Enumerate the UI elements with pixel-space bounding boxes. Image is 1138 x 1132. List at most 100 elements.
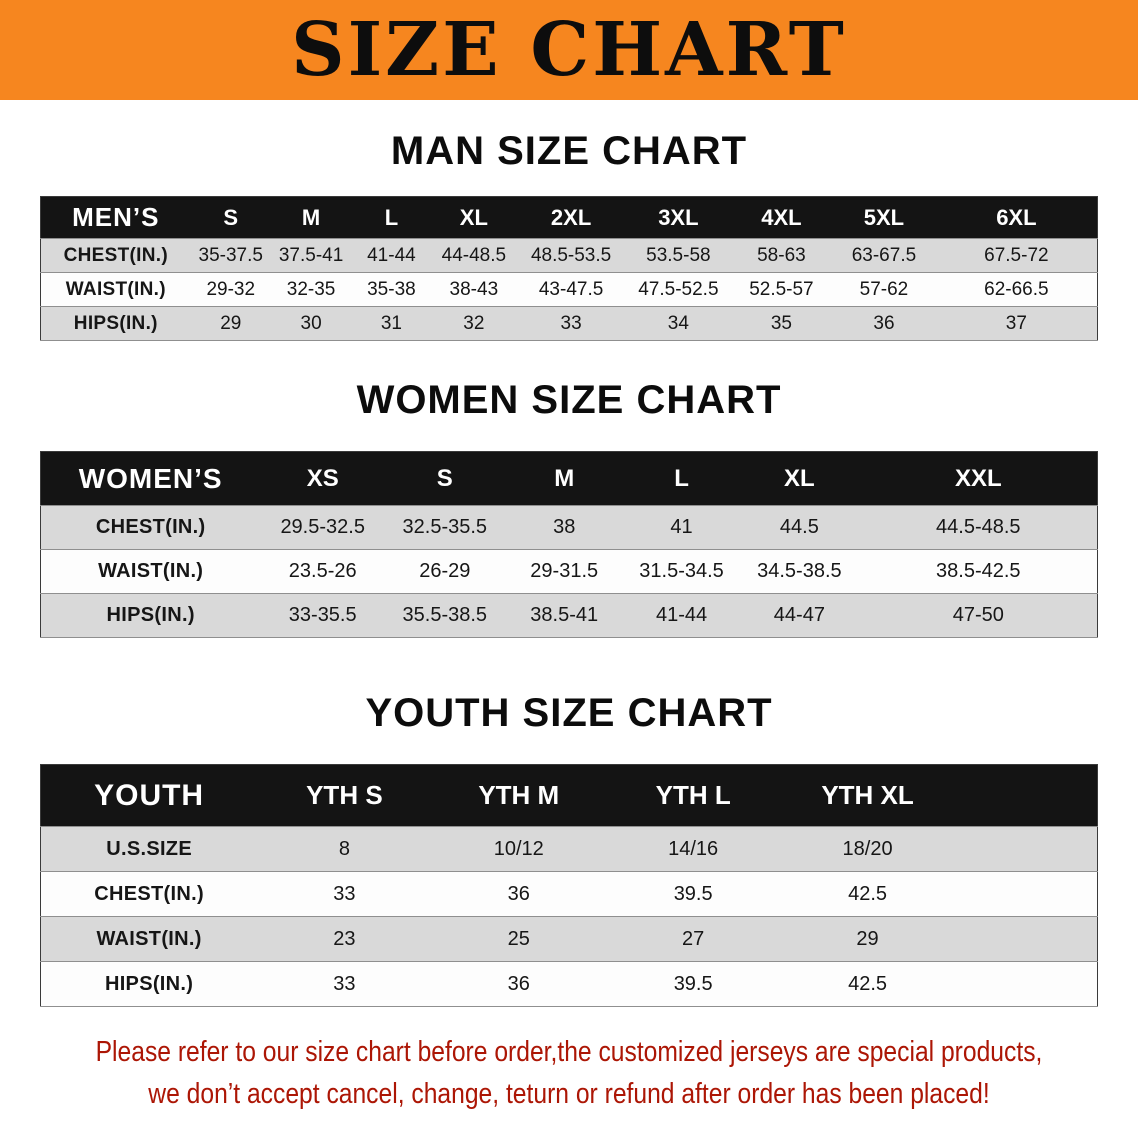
youth-size-section: YOUTH SIZE CHART YOUTH YTH S YTH M YTH L… [0,690,1138,1007]
disclaimer-line-2: we don’t accept cancel, change, teturn o… [148,1078,990,1110]
size-cell: 29-32 [190,272,271,307]
size-cell: 34.5-38.5 [739,549,860,594]
women-col-header: XS [260,451,386,506]
size-cell: 35-37.5 [190,238,271,273]
row-label: CHEST(IN.) [40,871,258,917]
size-cell: 37 [935,306,1098,341]
size-cell: 38 [504,505,624,550]
size-cell: 31 [351,306,432,341]
men-size-section: MAN SIZE CHART MEN’S S M L XL 2XL 3XL 4X… [0,128,1138,341]
size-cell: 33 [257,961,432,1007]
size-cell: 57-62 [832,272,936,307]
size-cell: 42.5 [780,871,955,917]
size-cell: 29 [190,306,271,341]
size-cell: 52.5-57 [730,272,833,307]
size-cell: 37.5-41 [270,238,352,273]
size-cell: 32.5-35.5 [385,505,505,550]
disclaimer-line-1: Please refer to our size chart before or… [95,1036,1043,1068]
women-col-header: S [385,451,505,506]
row-label: HIPS(IN.) [40,961,258,1007]
women-section-heading: WOMEN SIZE CHART [356,378,782,422]
size-cell: 35.5-38.5 [385,593,505,638]
men-col-header: S [190,196,271,239]
youth-col-header: YTH XL [780,764,955,827]
size-cell: 38-43 [431,272,517,307]
size-cell: 18/20 [780,826,955,872]
size-cell: 32 [431,306,517,341]
men-col-header: L [351,196,432,239]
size-cell: 29.5-32.5 [260,505,386,550]
size-cell: 8 [257,826,432,872]
men-col-header: 4XL [730,196,833,239]
size-cell: 44.5 [739,505,860,550]
size-cell: 27 [605,916,781,962]
men-size-table: MEN’S S M L XL 2XL 3XL 4XL 5XL 6XL CHEST… [40,196,1098,341]
youth-header-row: YOUTH YTH S YTH M YTH L YTH XL [40,764,1098,827]
size-cell: 29-31.5 [504,549,624,594]
youth-hips-row: HIPS(IN.) 33 36 39.5 42.5 [40,961,1098,1007]
size-cell: 36 [431,961,606,1007]
youth-col-header: YTH M [431,764,606,827]
men-section-heading: MAN SIZE CHART [390,129,748,173]
size-cell: 26-29 [385,549,505,594]
size-cell: 23.5-26 [260,549,386,594]
women-size-table: WOMEN’S XS S M L XL XXL CHEST(IN.) 29.5-… [40,451,1098,638]
size-cell: 30 [270,306,352,341]
men-col-header: M [270,196,352,239]
women-table-label: WOMEN’S [40,451,261,506]
women-col-header: M [504,451,624,506]
women-waist-row: WAIST(IN.) 23.5-26 26-29 29-31.5 31.5-34… [40,549,1098,594]
page-title: SIZE CHART [291,7,847,93]
size-cell: 39.5 [605,961,781,1007]
size-cell: 42.5 [780,961,955,1007]
youth-ussize-row: U.S.SIZE 8 10/12 14/16 18/20 [40,826,1098,872]
row-label: CHEST(IN.) [40,238,191,273]
women-hips-row: HIPS(IN.) 33-35.5 35.5-38.5 38.5-41 41-4… [40,593,1098,638]
size-cell: 36 [431,871,606,917]
size-cell: 63-67.5 [832,238,936,273]
size-cell: 41 [623,505,740,550]
row-label: U.S.SIZE [40,826,258,872]
size-cell: 33 [257,871,432,917]
size-cell: 10/12 [431,826,606,872]
men-col-header: 3XL [626,196,731,239]
size-cell: 47-50 [859,593,1098,638]
size-cell: 39.5 [605,871,781,917]
size-cell: 44.5-48.5 [859,505,1098,550]
banner: SIZE CHART [0,0,1138,100]
size-cell: 34 [626,306,731,341]
size-cell: 33 [516,306,627,341]
size-cell: 38.5-42.5 [859,549,1098,594]
size-cell: 14/16 [605,826,781,872]
youth-chest-row: CHEST(IN.) 33 36 39.5 42.5 [40,871,1098,917]
youth-waist-row: WAIST(IN.) 23 25 27 29 [40,916,1098,962]
size-cell: 53.5-58 [626,238,731,273]
disclaimer: Please refer to our size chart before or… [0,1031,1138,1115]
size-cell: 35 [730,306,833,341]
size-cell: 38.5-41 [504,593,624,638]
row-label: WAIST(IN.) [40,916,258,962]
empty-cell [954,871,1098,917]
size-cell: 23 [257,916,432,962]
size-cell: 33-35.5 [260,593,386,638]
youth-col-header: YTH L [605,764,781,827]
row-label: CHEST(IN.) [40,505,261,550]
row-label: HIPS(IN.) [40,306,191,341]
women-header-row: WOMEN’S XS S M L XL XXL [40,451,1098,506]
men-col-header: 6XL [935,196,1098,239]
size-cell: 48.5-53.5 [516,238,627,273]
size-cell: 25 [431,916,606,962]
empty-cell [954,916,1098,962]
row-label: HIPS(IN.) [40,593,261,638]
empty-cell [954,961,1098,1007]
youth-col-header: YTH S [257,764,432,827]
size-cell: 62-66.5 [935,272,1098,307]
size-cell: 36 [832,306,936,341]
size-cell: 41-44 [623,593,740,638]
youth-section-heading: YOUTH SIZE CHART [365,691,773,735]
empty-cell [954,764,1098,827]
size-cell: 44-48.5 [431,238,517,273]
women-col-header: XL [739,451,860,506]
women-col-header: XXL [859,451,1098,506]
